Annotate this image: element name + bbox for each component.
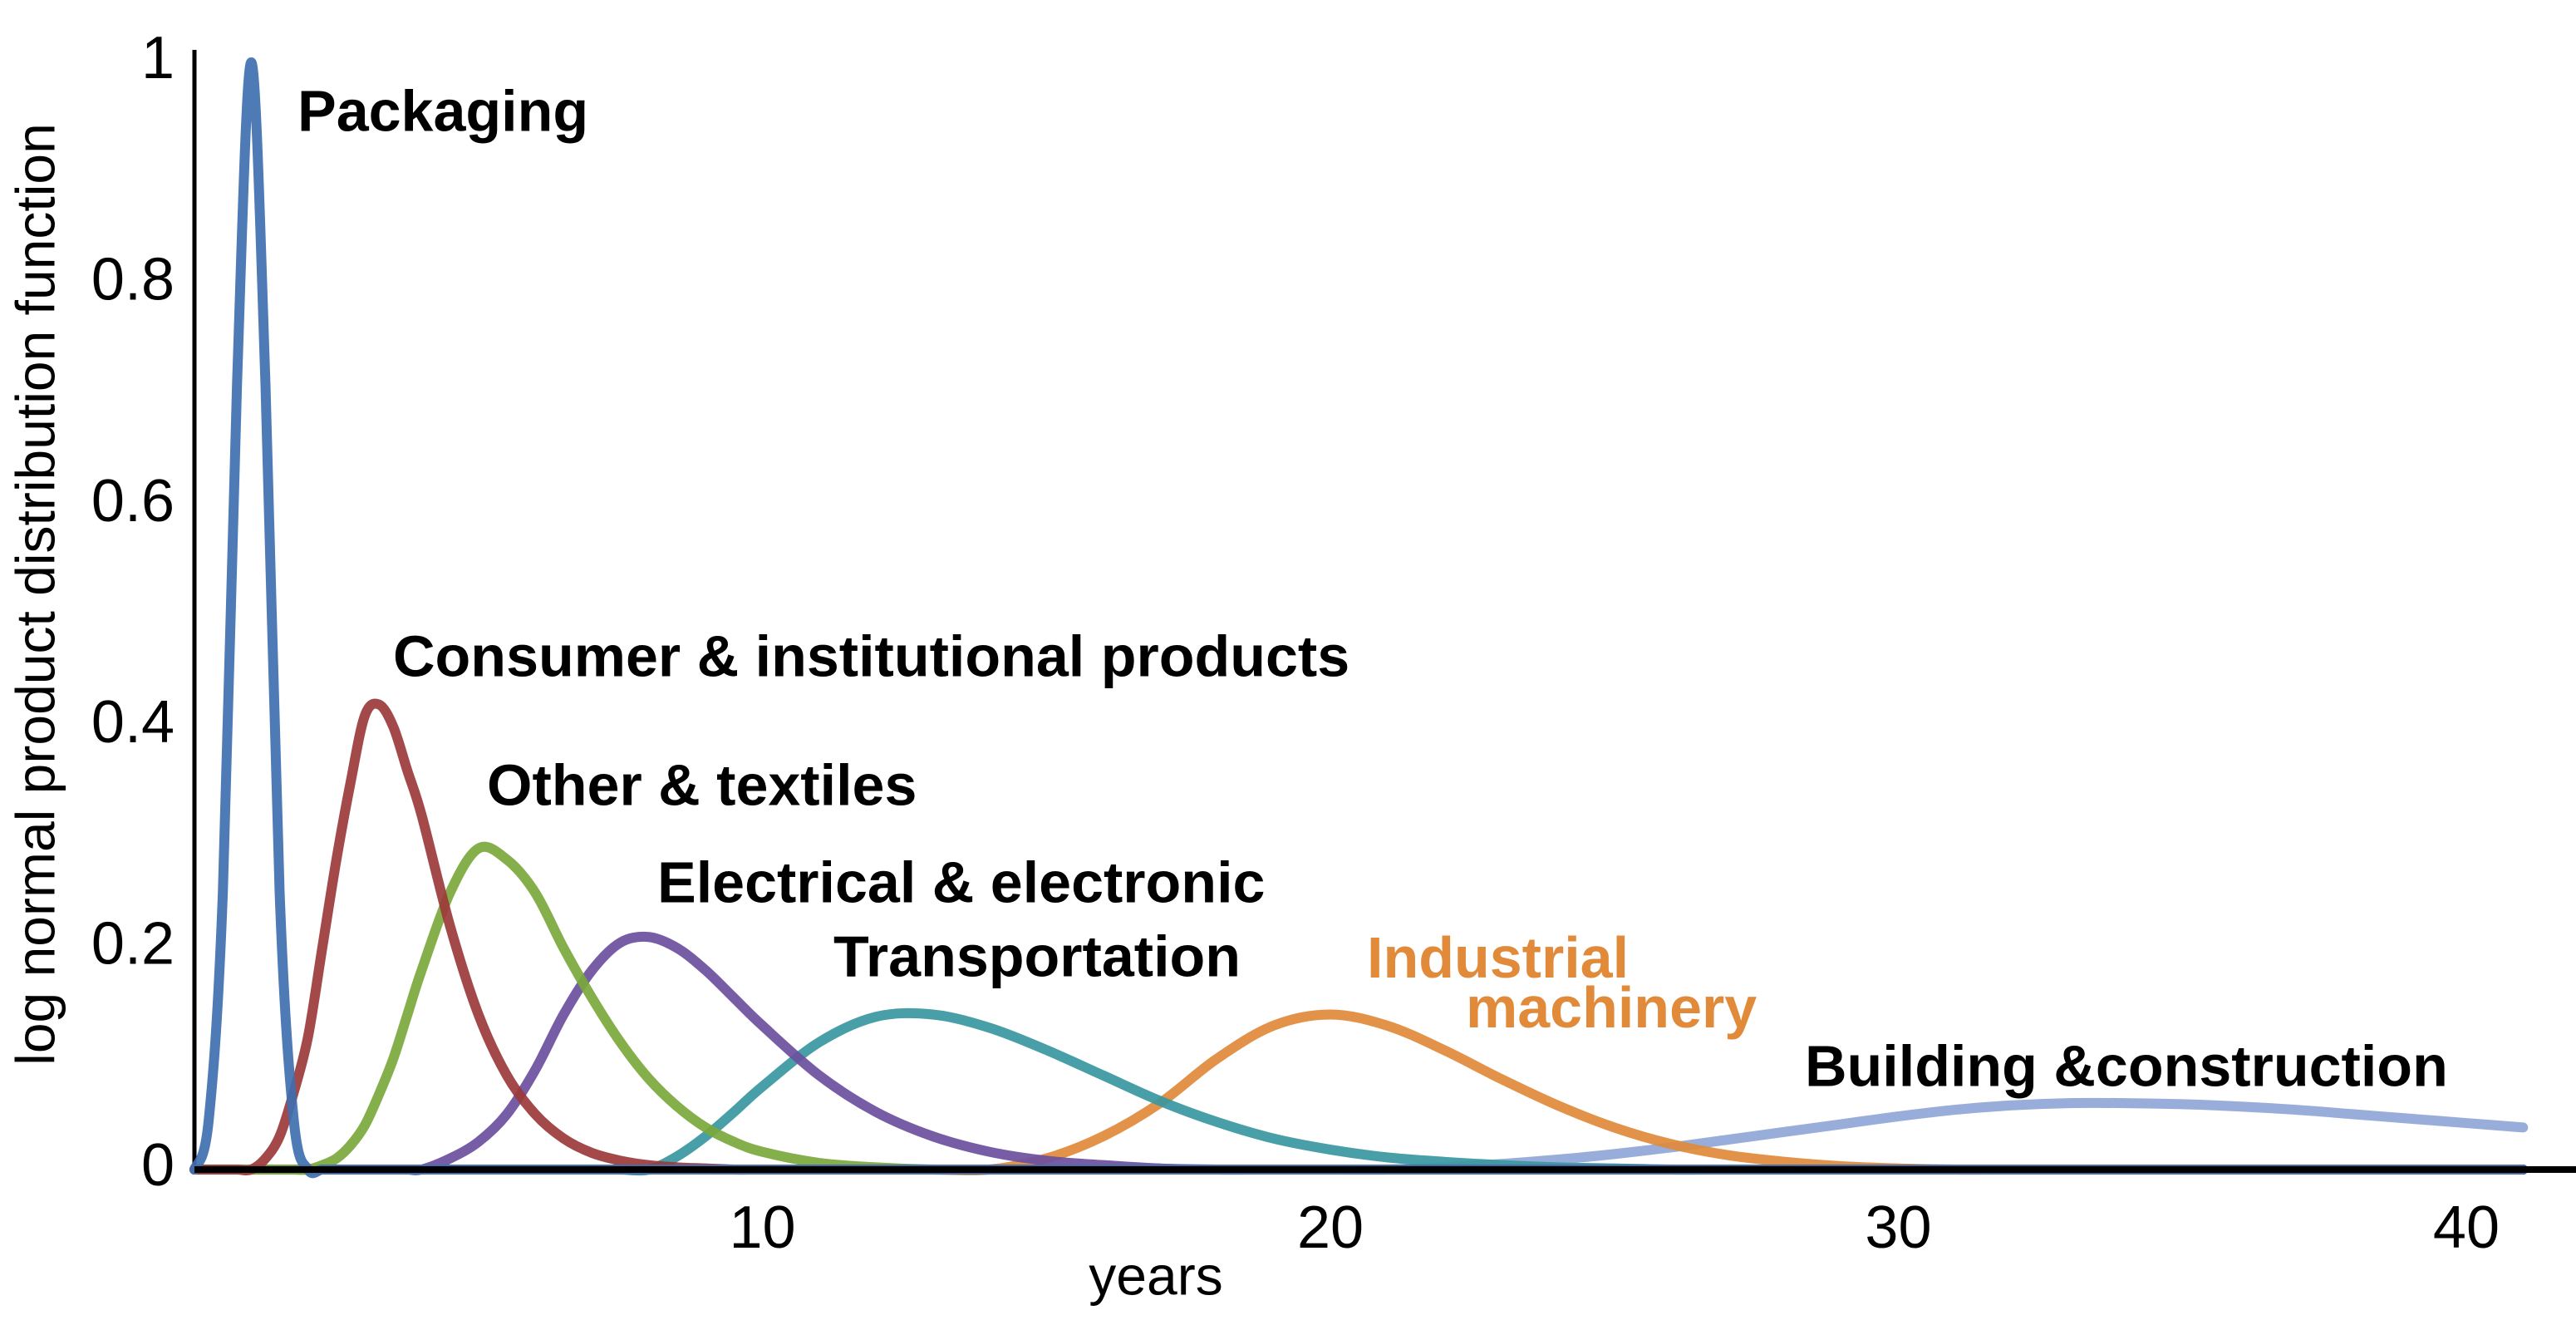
series-label: Packaging xyxy=(297,78,588,143)
x-tick-label: 10 xyxy=(729,1194,795,1261)
x-tick-label: 40 xyxy=(2433,1194,2500,1261)
y-axis-label: log normal product distribution function xyxy=(4,123,66,1066)
y-tick-label: 0.2 xyxy=(91,911,175,978)
series-label-line: machinery xyxy=(1466,975,1757,1040)
series-label: Consumer & institutional products xyxy=(393,623,1349,688)
x-tick-label: 20 xyxy=(1297,1194,1364,1261)
x-tick-label: 30 xyxy=(1865,1194,1931,1261)
series-label-line: Industrial xyxy=(1367,925,1629,990)
y-tick-label: 1 xyxy=(141,25,175,91)
y-tick-label: 0.8 xyxy=(91,246,175,313)
series-label: Transportation xyxy=(833,924,1241,988)
series-label: Other & textiles xyxy=(487,752,917,817)
y-tick-label: 0 xyxy=(141,1132,175,1199)
y-tick-label: 0.6 xyxy=(91,468,175,534)
series-line xyxy=(189,57,2529,1179)
series-label: Industrial machinery xyxy=(1367,925,1757,1040)
series-line xyxy=(189,1097,2529,1175)
y-tick-label: 0.4 xyxy=(91,689,175,756)
x-axis-label: years xyxy=(1089,1244,1222,1306)
series-label: Building &construction xyxy=(1805,1033,2448,1098)
series-label: Electrical & electronic xyxy=(657,850,1265,914)
